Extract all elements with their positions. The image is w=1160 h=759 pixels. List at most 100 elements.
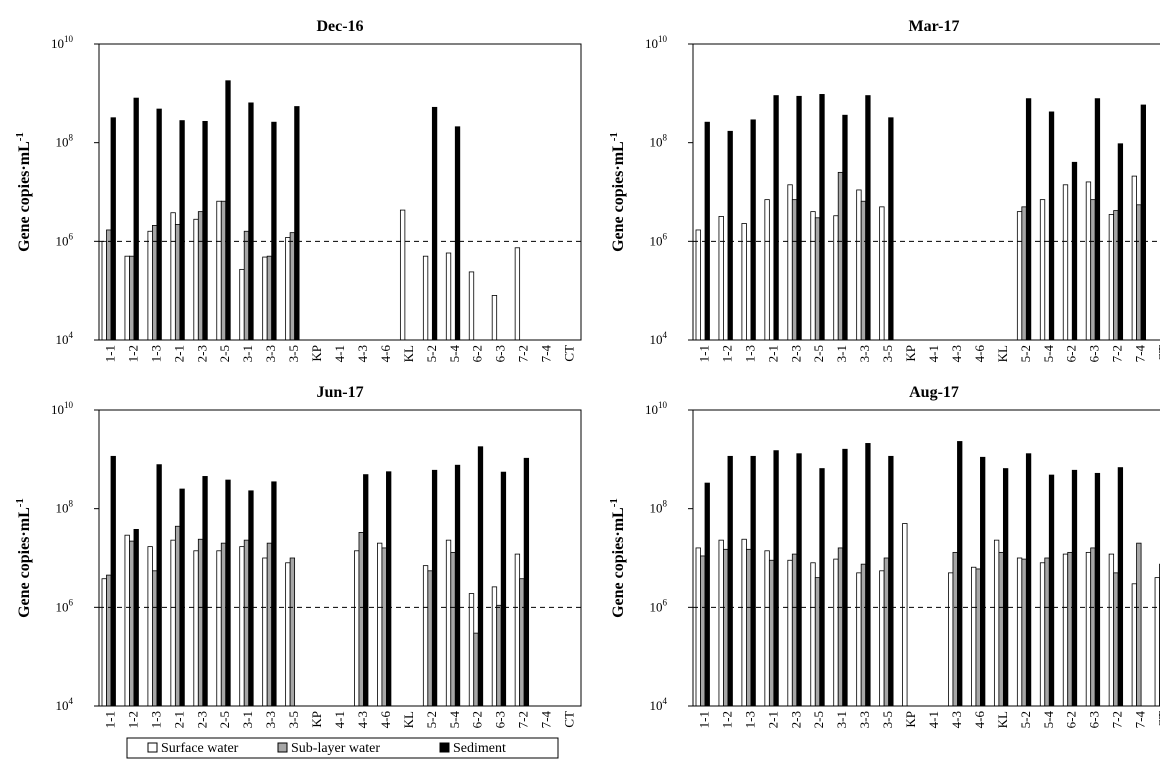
x-tick-label: 7-2	[1110, 345, 1125, 362]
x-tick-label: 1-3	[148, 345, 163, 362]
bar-sediment-1-1	[110, 117, 116, 341]
bar-surface-water-KL	[399, 209, 406, 341]
bar-sediment-4-3	[363, 474, 369, 707]
x-tick-label: 4-6	[972, 711, 987, 729]
bar-surface-water-7-2	[1108, 553, 1115, 707]
legend: Surface water Sub-layer water Sediment	[126, 737, 559, 759]
x-tick-label: 6-2	[1064, 711, 1079, 728]
x-tick-label: 1-1	[696, 345, 711, 362]
x-tick-label: 7-4	[1133, 711, 1148, 729]
x-tick-label: 3-1	[834, 345, 849, 362]
bar-surface-water-7-2	[514, 247, 521, 341]
bar-sub-layer-water-2-1	[174, 224, 181, 341]
bar-surface-water-1-1	[695, 229, 701, 341]
bar-surface-water-7-4	[1131, 583, 1137, 707]
x-tick-label: 6-3	[1087, 711, 1102, 728]
bar-sub-layer-water-2-5	[814, 217, 821, 341]
x-tick-label: 1-1	[696, 711, 711, 728]
bar-sediment-4-6	[386, 471, 392, 707]
bar-surface-water-4-3	[948, 572, 954, 707]
bar-sub-layer-water-6-3	[496, 604, 502, 707]
bar-sediment-3-1	[842, 114, 848, 341]
x-tick-label: KL	[995, 711, 1010, 728]
x-tick-label: 6-2	[1064, 345, 1079, 362]
bar-sub-layer-water-7-4	[1136, 204, 1142, 341]
bar-sediment-5-2	[431, 106, 438, 341]
x-tick-label: 2-3	[194, 711, 209, 728]
bar-surface-water-3-3	[856, 189, 862, 341]
bar-sediment-1-1	[704, 482, 710, 707]
x-tick-label: 6-2	[470, 711, 485, 728]
bar-sub-layer-water-1-3	[746, 548, 752, 707]
bar-sediment-2-3	[202, 476, 208, 707]
bar-surface-water-2-1	[764, 199, 770, 341]
bar-surface-water-CT	[1154, 577, 1160, 707]
bar-sub-layer-water-1-1	[106, 229, 112, 341]
legend-swatch-sub-layer-water	[277, 742, 288, 753]
legend-label: Sub-layer water	[291, 741, 380, 756]
x-tick-label: 4-3	[355, 345, 370, 362]
bar-surface-water-1-1	[101, 578, 107, 707]
bar-sub-layer-water-5-4	[1044, 557, 1050, 707]
x-tick-label: 5-2	[1018, 345, 1033, 362]
bar-surface-water-3-5	[285, 562, 291, 707]
bar-surface-water-5-2	[1016, 211, 1023, 341]
bar-surface-water-2-3	[193, 550, 199, 707]
x-tick-label: 1-3	[742, 345, 757, 362]
bar-sediment-3-1	[842, 448, 848, 707]
bar-sediment-7-2	[1117, 143, 1124, 341]
x-tick-label: KP	[903, 711, 918, 728]
bar-sub-layer-water-KL	[998, 551, 1004, 707]
x-tick-label: 4-6	[378, 711, 393, 729]
x-tick-label: 7-2	[516, 345, 531, 362]
bar-sediment-2-5	[225, 80, 231, 341]
bar-sediment-7-2	[1117, 467, 1124, 707]
bar-surface-water-3-1	[239, 268, 245, 341]
bar-surface-water-7-2	[514, 553, 521, 707]
bar-surface-water-6-2	[1062, 553, 1069, 707]
chart-title: Aug-17	[909, 384, 959, 401]
bar-sub-layer-water-3-1	[837, 171, 844, 341]
x-tick-label: 3-3	[263, 711, 278, 728]
bar-sediment-2-5	[819, 468, 825, 707]
bar-sediment-2-3	[796, 95, 802, 341]
x-tick-label: 2-1	[765, 711, 780, 728]
bar-surface-water-3-3	[262, 256, 268, 341]
x-tick-label: 6-3	[493, 711, 508, 728]
bar-surface-water-6-2	[1062, 184, 1069, 341]
bar-sediment-6-2	[1071, 161, 1078, 341]
x-tick-label: 3-1	[240, 345, 255, 362]
bar-sediment-1-3	[156, 108, 162, 341]
x-tick-label: 2-5	[811, 711, 826, 728]
bar-sub-layer-water-2-5	[814, 577, 821, 707]
y-tick-label: 106	[650, 597, 668, 614]
bar-sub-layer-water-2-5	[220, 200, 227, 341]
x-tick-label: CT	[562, 711, 577, 728]
x-tick-label: KL	[401, 711, 416, 728]
bar-surface-water-3-3	[262, 557, 268, 707]
x-tick-label: 1-1	[102, 711, 117, 728]
bar-surface-water-1-1	[695, 547, 701, 707]
x-tick-label: 6-2	[470, 345, 485, 362]
x-tick-label: 7-4	[539, 711, 554, 729]
bar-sub-layer-water-4-6	[381, 547, 387, 707]
bar-sub-layer-water-2-5	[220, 542, 227, 707]
bar-sediment-2-1	[179, 488, 185, 707]
bar-sub-layer-water-3-1	[243, 539, 250, 707]
bar-sediment-1-1	[110, 455, 116, 707]
y-tick-label: 106	[650, 231, 668, 248]
y-tick-label: 108	[56, 499, 74, 516]
bar-surface-water-2-5	[216, 200, 222, 341]
bar-sub-layer-water-7-2	[519, 578, 525, 707]
bar-sediment-2-1	[773, 95, 779, 341]
x-tick-label: 3-5	[880, 711, 895, 728]
x-tick-label: 1-2	[719, 345, 734, 362]
bar-sediment-1-3	[750, 119, 756, 341]
bar-sediment-6-2	[477, 446, 484, 707]
bar-sub-layer-water-7-4	[1136, 542, 1142, 707]
plot-frame	[98, 409, 582, 707]
x-tick-label: 4-1	[926, 345, 941, 362]
bar-sub-layer-water-5-2	[427, 570, 433, 707]
bar-sediment-3-1	[248, 102, 254, 341]
